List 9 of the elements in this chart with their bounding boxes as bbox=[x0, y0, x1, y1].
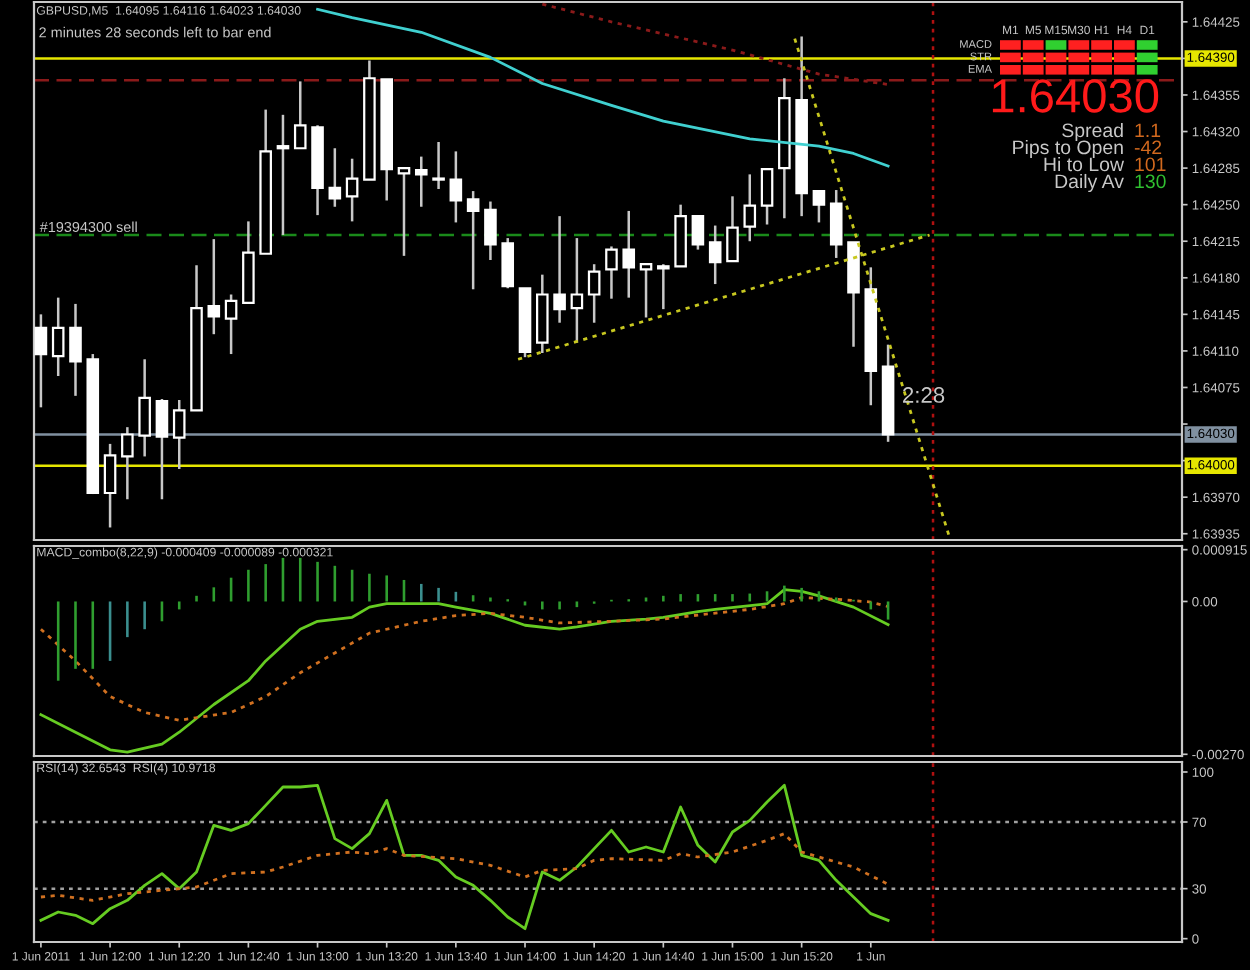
annotation: 101 bbox=[1135, 157, 1166, 172]
annotation: 1.64030 bbox=[992, 79, 1159, 113]
annotation: Pips to Open bbox=[1013, 139, 1123, 159]
annotation: -42 bbox=[1134, 140, 1162, 155]
annotation: Hi to Low bbox=[1044, 156, 1125, 172]
annotation: Daily Av bbox=[1055, 173, 1124, 193]
annotation: 130 bbox=[1135, 174, 1166, 189]
annotation: 1.1 bbox=[1135, 123, 1161, 138]
annotation: Spread bbox=[1062, 122, 1123, 142]
